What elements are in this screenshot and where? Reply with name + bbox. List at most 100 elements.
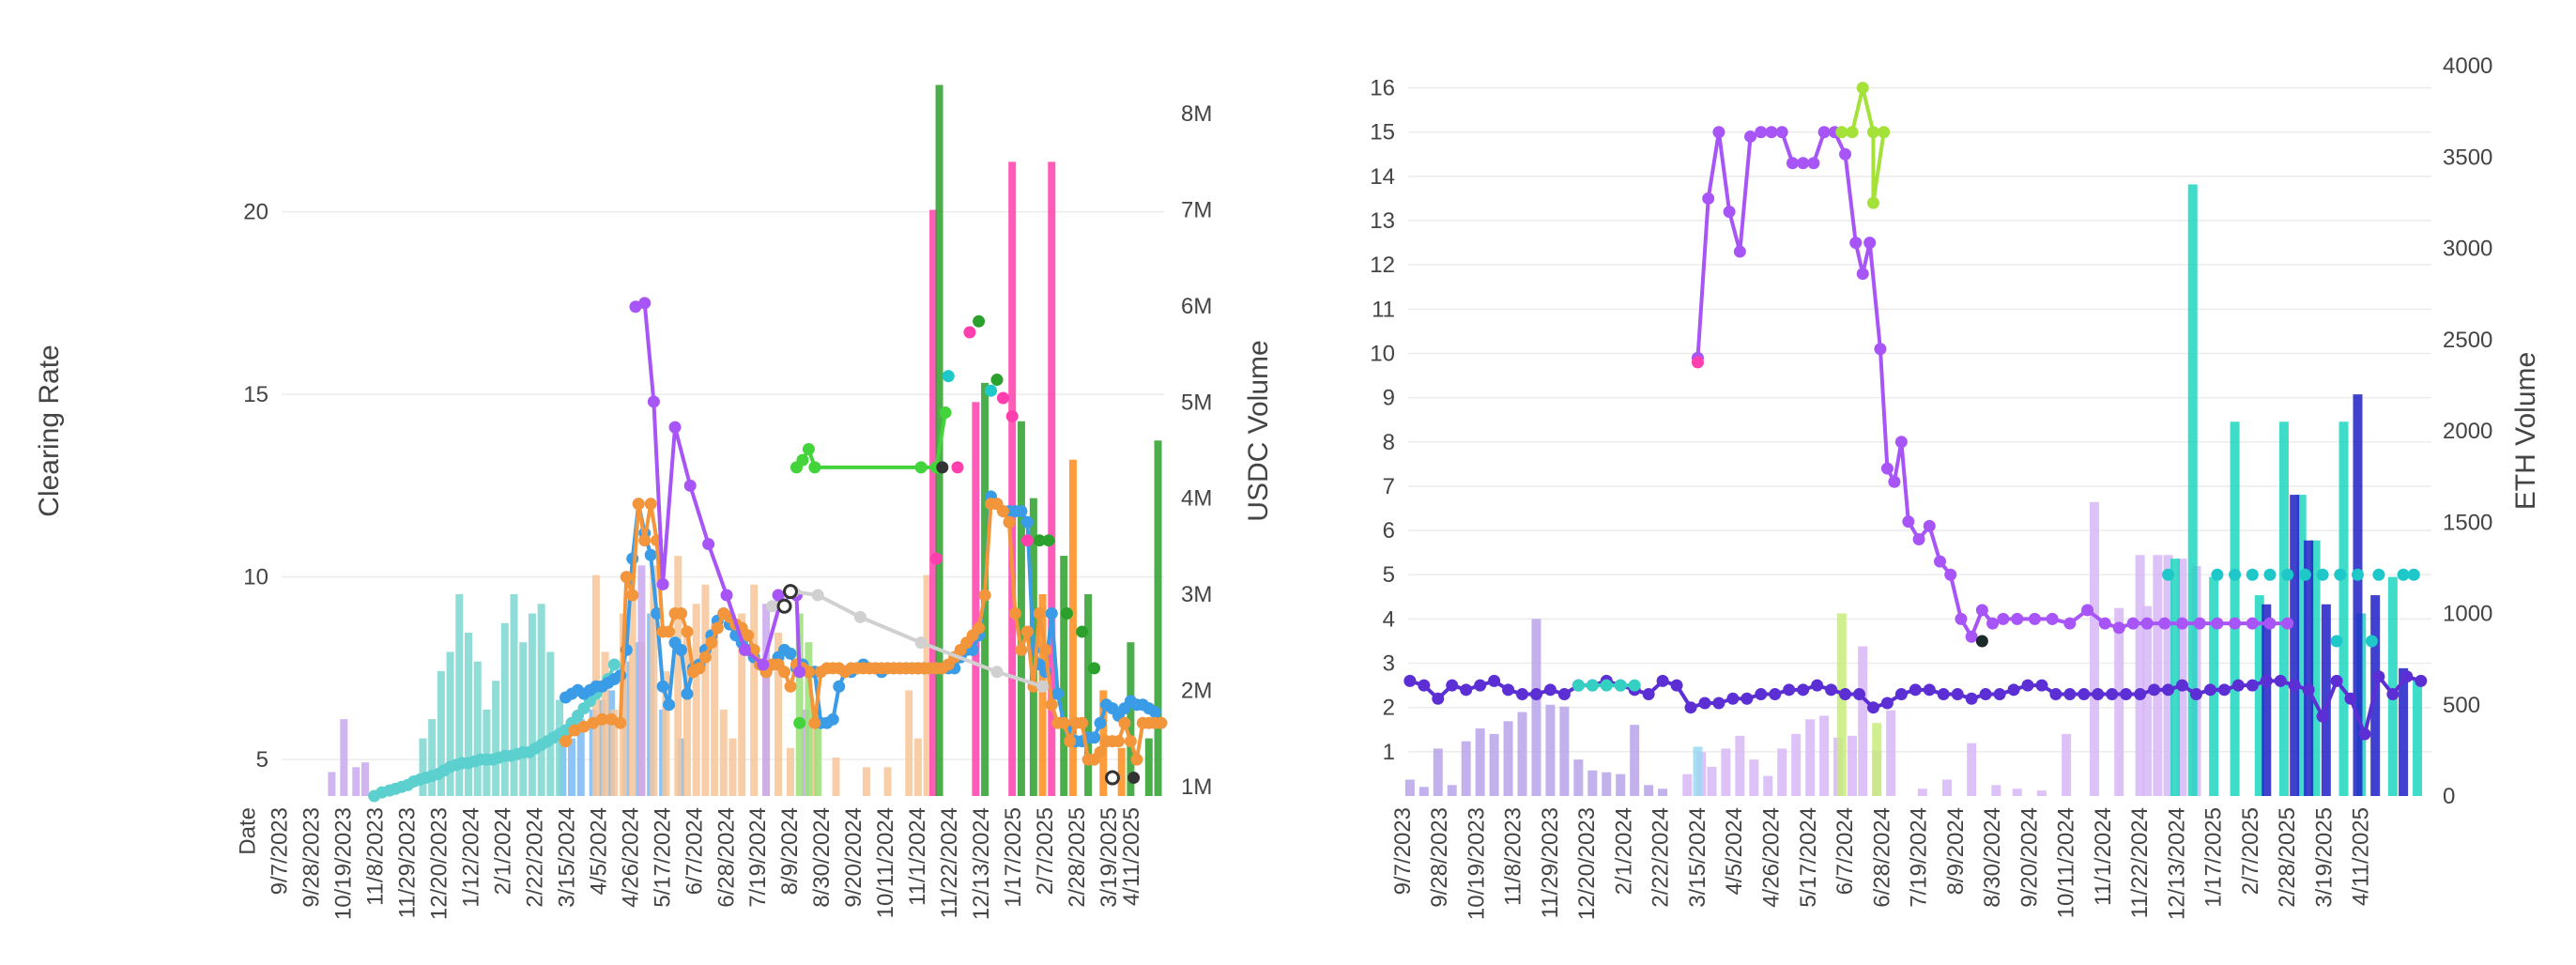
volume-bar	[483, 709, 491, 796]
rate-point	[1039, 643, 1052, 656]
y-right-tick-label: 4M	[1181, 486, 1212, 512]
scatter-point	[2298, 568, 2311, 581]
rate-point	[1894, 436, 1908, 449]
y-left-tick-label: 5	[256, 747, 268, 773]
volume-bar	[1017, 421, 1025, 796]
rate-line	[1695, 130, 2288, 639]
y-right-tick-label: 7M	[1181, 198, 1212, 223]
rate-point	[1765, 126, 1778, 139]
scatter-point	[1042, 534, 1055, 547]
x-tick-label: 1/17/2025	[2201, 807, 2227, 908]
rate-point	[833, 680, 846, 693]
y-left-tick-label: 10	[1370, 341, 1395, 366]
volume-bar	[1991, 785, 2001, 796]
x-tick-label: 10/19/2023	[331, 807, 357, 920]
rate-point	[1934, 555, 1947, 568]
x-tick-label: 6/28/2024	[713, 807, 739, 908]
rate-point	[811, 589, 824, 602]
rate-point	[1628, 679, 1641, 692]
volume-bar	[711, 622, 719, 796]
rate-point	[1902, 515, 1915, 528]
rate-point	[2126, 617, 2139, 630]
rate-point	[2046, 612, 2059, 625]
volume-bar	[360, 762, 369, 796]
x-tick-label: 1/12/2024	[458, 807, 483, 908]
x-tick-label: 2/28/2025	[1065, 807, 1090, 908]
rate-point	[2246, 617, 2259, 630]
rate-point	[2098, 617, 2111, 630]
y-left-tick-label: 16	[1370, 76, 1395, 101]
rate-point	[1839, 688, 1852, 701]
rate-point	[1965, 692, 1978, 705]
rate-point	[1446, 679, 1459, 692]
eth-chart: 1234567891011121314151605001000150020002…	[1370, 54, 2541, 920]
rate-point	[656, 680, 669, 693]
rate-point	[1684, 701, 1697, 714]
scatter-point	[2397, 568, 2410, 581]
rate-point	[1951, 688, 1964, 701]
volume-bar	[2254, 595, 2264, 796]
rate-point	[1775, 126, 1788, 139]
x-tick-label: 9/20/2024	[841, 807, 866, 908]
volume-bar	[774, 632, 783, 796]
rate-point	[1418, 679, 1431, 692]
volume-bar	[2163, 555, 2173, 796]
rate-point	[2229, 617, 2242, 630]
y-left-tick-label: 15	[243, 382, 268, 407]
y-left-tick-label: 11	[1372, 297, 1395, 322]
volume-bar	[1819, 715, 1830, 796]
rate-point	[1033, 607, 1046, 620]
volume-bar	[2012, 789, 2022, 796]
volume-bar	[2413, 679, 2423, 796]
rate-point	[2063, 617, 2077, 630]
rate-point	[1878, 126, 1891, 139]
rate-point	[2021, 679, 2034, 692]
scatter-point	[1076, 625, 1089, 638]
volume-bar	[929, 209, 938, 797]
x-tick-label: 9/7/2023	[1390, 807, 1416, 895]
rate-point	[1993, 688, 2006, 701]
rate-point	[978, 589, 991, 602]
rate-point	[766, 600, 779, 613]
volume-bar	[1707, 766, 1717, 796]
volume-bar	[446, 651, 454, 796]
volume-bar	[637, 565, 646, 796]
rate-point	[614, 716, 627, 729]
volume-bar	[2090, 501, 2100, 796]
volume-bar	[1777, 748, 1787, 796]
x-tick-label: 9/28/2023	[299, 807, 325, 908]
rate-point	[1783, 683, 1796, 697]
rate-point	[2148, 683, 2161, 697]
scatter-point	[2263, 568, 2277, 581]
rate-point	[2176, 617, 2189, 630]
rate-point	[1474, 679, 1487, 692]
y-right-tick-label: 1M	[1181, 774, 1212, 800]
rate-point	[1642, 688, 1655, 701]
y-left-tick-label: 2	[1383, 696, 1395, 721]
rate-point	[1712, 697, 1725, 710]
rate-point	[683, 479, 697, 492]
rate-point	[1880, 697, 1894, 710]
volume-bar	[883, 767, 892, 796]
rate-point	[2203, 683, 2216, 697]
rate-point	[675, 643, 688, 656]
y-left-tick-label: 5	[1383, 562, 1395, 588]
volume-bar	[1531, 619, 1541, 796]
volume-bar	[1872, 723, 1882, 796]
rate-point	[1740, 692, 1754, 705]
y-right-tick-label: 3500	[2443, 145, 2492, 170]
x-tick-label: 11/1/2024	[2091, 807, 2116, 906]
scatter-point	[782, 584, 798, 600]
scatter-point	[973, 314, 986, 328]
rate-point	[796, 453, 809, 467]
rate-point	[1769, 688, 1782, 701]
rate-point	[2344, 692, 2357, 705]
volume-bar	[1886, 710, 1896, 796]
x-tick-label: 11/8/2023	[363, 807, 389, 906]
rate-point	[1656, 674, 1669, 687]
rate-point	[1866, 126, 1879, 139]
x-tick-label: 8/9/2024	[777, 807, 803, 895]
volume-bar	[556, 699, 564, 796]
rate-point	[1557, 688, 1571, 701]
volume-bar	[762, 604, 771, 796]
